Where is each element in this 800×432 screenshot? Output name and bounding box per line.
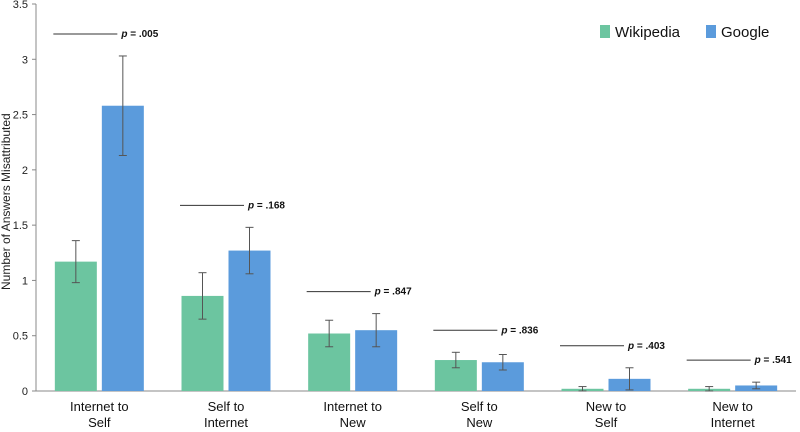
p-value-annotations: p = .005 p = .168 p = .847 p = .836 p = .403… — [53, 29, 792, 366]
error-bars — [71, 55, 761, 392]
x-category-label: New to — [586, 399, 626, 414]
y-tick-label: 2 — [22, 165, 28, 177]
y-axis-label: Number of Answers Misattributed — [0, 113, 13, 290]
x-category-label: Internet to — [323, 399, 382, 414]
y-tick-label: 1.5 — [13, 220, 28, 232]
legend-label-google: Google — [721, 24, 769, 41]
x-category-label: Internet — [204, 415, 248, 430]
legend-swatch-google — [706, 25, 716, 38]
x-category-label: New — [340, 415, 367, 430]
x-category-label: Internet to — [70, 399, 129, 414]
y-tick-label: 3.5 — [13, 0, 28, 11]
y-tick-label: 1 — [22, 275, 28, 287]
y-tick-label: 0 — [22, 386, 28, 398]
x-category-label: Self to — [461, 399, 498, 414]
x-category-label: New — [466, 415, 493, 430]
x-category-label: Self — [595, 415, 618, 430]
y-axis: 0 0.5 1 1.5 2 2.5 3 3.5 — [13, 0, 796, 398]
x-category-label: Internet — [711, 415, 755, 430]
legend-label-wikipedia: Wikipedia — [615, 24, 681, 41]
x-category-label: Self — [88, 415, 111, 430]
legend: Wikipedia Google — [600, 24, 769, 41]
p-value-label: p = .005 — [120, 29, 158, 40]
x-category-label: New to — [712, 399, 752, 414]
p-value-label: p = .541 — [754, 355, 792, 366]
y-tick-label: 0.5 — [13, 331, 28, 343]
p-value-label: p = .847 — [374, 287, 412, 298]
p-value-label: p = .168 — [247, 200, 285, 211]
p-value-label: p = .836 — [500, 325, 538, 336]
bar-wikipedia — [54, 261, 97, 391]
bars — [54, 105, 778, 392]
legend-swatch-wikipedia — [600, 25, 610, 38]
x-category-label: Self to — [208, 399, 245, 414]
y-tick-label: 3 — [22, 54, 28, 66]
y-tick-label: 2.5 — [13, 110, 28, 122]
p-value-label: p = .403 — [627, 341, 665, 352]
